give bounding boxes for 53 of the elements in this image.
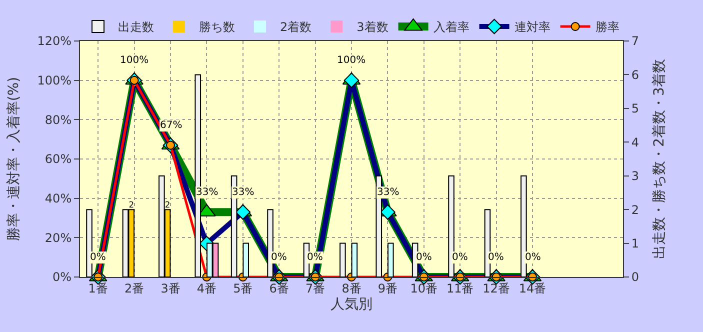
x-tick-label: 3番 — [160, 281, 180, 296]
y-axis-title: 勝率・連対率・入着率(%) — [6, 76, 22, 242]
y2-tick-label: 3 — [631, 169, 640, 184]
x-tick-label: 4番 — [196, 281, 217, 296]
data-label: 0% — [307, 252, 323, 263]
y-tick-label: 100% — [37, 74, 72, 88]
x-tick-label: 9番 — [378, 281, 398, 296]
data-label: 0% — [488, 252, 504, 263]
y2-tick-label: 0 — [631, 270, 640, 284]
x-tick-label: 7番 — [305, 281, 326, 296]
y2-axis-title: 出走数・勝ち数・2着数・3着数 — [651, 59, 668, 259]
y2-tick-label: 1 — [631, 236, 640, 250]
data-label: 100% — [337, 55, 366, 66]
y-tick-label: 120% — [37, 34, 72, 48]
x-tick-label: 10番 — [410, 281, 438, 296]
data-label: 67% — [160, 120, 182, 131]
x-tick-label: 1番 — [88, 281, 108, 296]
data-label: 100% — [120, 55, 149, 66]
y-tick-label: 0% — [52, 270, 72, 284]
data-label: 0% — [271, 252, 287, 263]
data-label: 0% — [525, 252, 541, 263]
x-tick-label: 12番 — [482, 281, 510, 296]
y-tick-label: 80% — [44, 112, 72, 127]
x-tick-label: 6番 — [269, 281, 289, 296]
legend-label: 勝ち数 — [199, 20, 235, 34]
legend-label: 出走数 — [118, 20, 154, 34]
legend-label: 連対率 — [514, 20, 550, 34]
legend-label: 3着数 — [356, 20, 388, 34]
legend-label: 入着率 — [433, 20, 470, 34]
data-label: 0% — [90, 252, 106, 263]
x-tick-label: 8番 — [342, 281, 362, 296]
data-label: 33% — [377, 187, 400, 198]
x-tick-label: 14番 — [518, 281, 546, 296]
y2-tick-label: 6 — [631, 68, 640, 82]
y-tick-label: 60% — [44, 152, 72, 166]
y2-tick-label: 2 — [631, 202, 640, 217]
data-label: 0% — [452, 252, 468, 263]
y2-tick-label: 7 — [631, 34, 640, 48]
data-label: 2 — [128, 199, 134, 210]
y2-tick-label: 4 — [631, 135, 640, 150]
y-tick-label: 40% — [44, 192, 72, 206]
x-tick-label: 11番 — [446, 281, 474, 296]
x-tick-label: 2番 — [124, 281, 144, 296]
y-tick-label: 20% — [44, 230, 72, 245]
data-label: 33% — [196, 187, 218, 198]
x-tick-label: 5番 — [233, 281, 253, 296]
legend-label: 勝率 — [595, 20, 620, 34]
y2-tick-label: 5 — [631, 102, 640, 116]
legend-label: 2着数 — [280, 20, 312, 34]
data-label: 33% — [232, 187, 254, 198]
data-label: 2 — [164, 199, 170, 210]
data-label: 0% — [416, 252, 432, 263]
x-axis-title: 人気別 — [330, 296, 372, 313]
